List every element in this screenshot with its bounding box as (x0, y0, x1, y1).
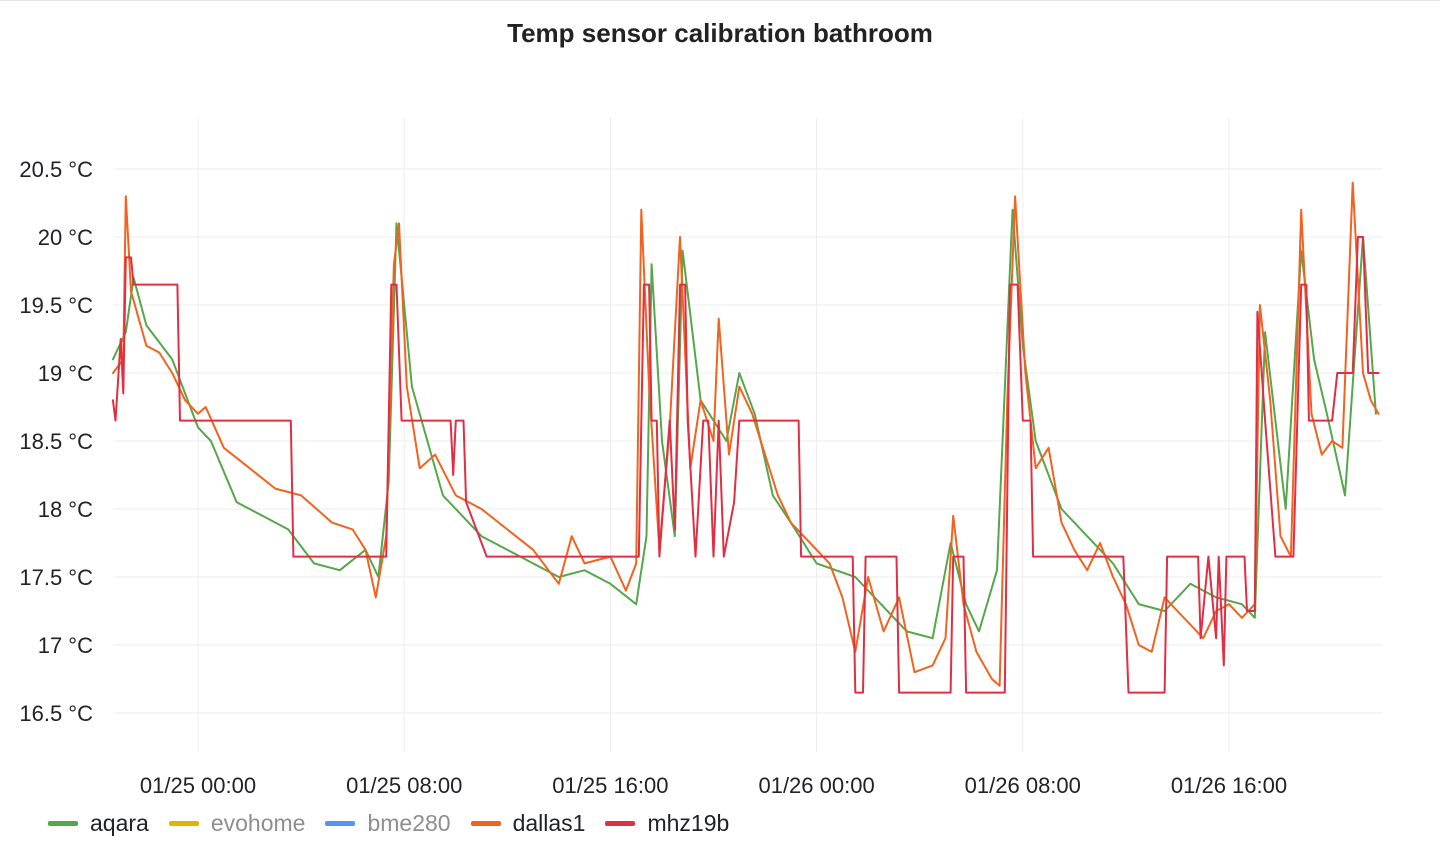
legend-swatch (168, 820, 199, 826)
legend-swatch (605, 820, 636, 826)
y-tick-label: 20.5 °C (19, 157, 93, 182)
y-tick-label: 18 °C (38, 497, 93, 522)
y-tick-label: 20 °C (38, 225, 93, 250)
legend-item-mhz19b[interactable]: mhz19b (605, 810, 729, 837)
y-tick-label: 18.5 °C (19, 429, 93, 454)
x-axis: 01/25 00:00 01/25 08:00 01/25 16:00 01/26 0… (140, 773, 1287, 798)
series-line-aqara (111, 208, 1377, 640)
chart-grid (113, 118, 1382, 752)
chart-svg[interactable]: 16.5 °C 17 °C 17.5 °C 18 °C 18.5 °C 19 °C 19.5… (0, 0, 1440, 800)
series-line-dallas1 (111, 181, 1380, 687)
legend-label: bme280 (367, 809, 451, 836)
legend-swatch (470, 820, 501, 826)
series-line-mhz19b (111, 236, 1380, 694)
legend-swatch (48, 820, 78, 826)
y-tick-label: 19 °C (38, 361, 93, 386)
legend-label: dallas1 (512, 809, 586, 836)
legend-item-bme280[interactable]: bme280 (325, 809, 451, 837)
x-tick-label: 01/26 00:00 (758, 773, 874, 798)
y-axis: 16.5 °C 17 °C 17.5 °C 18 °C 18.5 °C 19 °C 19.5… (19, 157, 93, 726)
x-tick-label: 01/25 00:00 (140, 773, 256, 798)
legend-label: mhz19b (647, 809, 730, 836)
chart-legend: aqara evohome bme280 dallas1 mhz19b (48, 808, 749, 838)
legend-label: evohome (210, 809, 306, 836)
legend-swatch (325, 820, 356, 826)
y-tick-label: 17.5 °C (19, 565, 93, 590)
legend-label: aqara (90, 809, 149, 836)
x-tick-label: 01/26 08:00 (965, 773, 1081, 798)
x-tick-label: 01/26 16:00 (1171, 773, 1287, 798)
chart-title: Temp sensor calibration bathroom (507, 18, 933, 48)
y-tick-label: 17 °C (38, 633, 93, 658)
y-tick-label: 16.5 °C (19, 701, 93, 726)
x-tick-label: 01/25 08:00 (346, 773, 462, 798)
panel-top-border (0, 0, 1440, 1)
y-tick-label: 19.5 °C (19, 293, 93, 318)
series-layer (111, 181, 1380, 694)
legend-item-dallas1[interactable]: dallas1 (470, 809, 586, 837)
x-tick-label: 01/25 16:00 (552, 773, 668, 798)
legend-item-aqara[interactable]: aqara (48, 810, 149, 837)
legend-item-evohome[interactable]: evohome (168, 809, 306, 837)
